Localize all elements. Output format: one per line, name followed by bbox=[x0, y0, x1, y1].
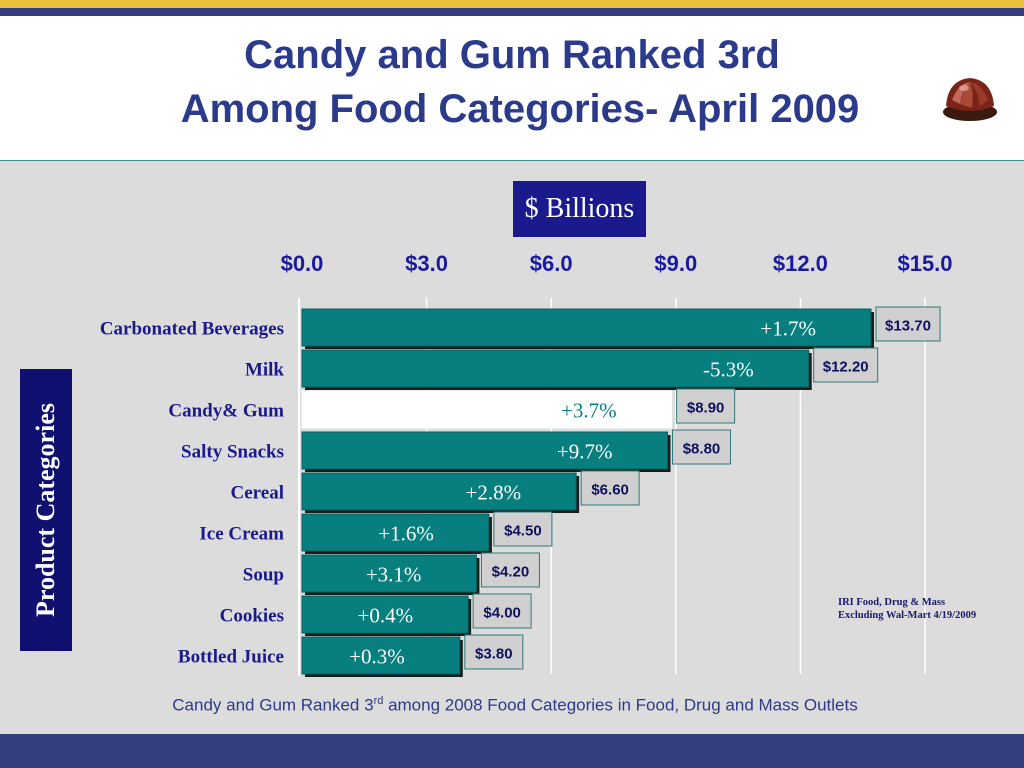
value-label: $4.00 bbox=[483, 605, 521, 622]
y-axis-label-box bbox=[20, 369, 72, 651]
source-line2: Excluding Wal-Mart 4/19/2009 bbox=[838, 610, 977, 621]
change-label: -5.3% bbox=[703, 358, 754, 382]
value-label: $6.60 bbox=[591, 482, 629, 499]
value-label-box bbox=[671, 429, 731, 465]
value-label-box bbox=[472, 593, 532, 629]
bar bbox=[301, 390, 673, 429]
chocolate-truffle-icon bbox=[943, 78, 997, 121]
category-label: Cookies bbox=[220, 606, 284, 627]
category-label: Ice Cream bbox=[199, 524, 284, 545]
category-label: Soup bbox=[243, 565, 284, 586]
unit-label-box: $ Billions bbox=[513, 181, 646, 237]
value-label-box bbox=[480, 552, 540, 588]
category-label: Bottled Juice bbox=[178, 647, 284, 668]
bottom-navy-bar bbox=[0, 734, 1024, 768]
change-label: +3.7% bbox=[561, 399, 617, 423]
x-tick-label: $0.0 bbox=[281, 251, 324, 276]
x-tick-label: $12.0 bbox=[773, 251, 828, 276]
value-label: $4.50 bbox=[504, 523, 542, 540]
value-label-box bbox=[580, 470, 640, 506]
value-label: $8.80 bbox=[683, 441, 721, 458]
footer-superscript: rd bbox=[373, 695, 384, 707]
value-label-box bbox=[493, 511, 553, 547]
value-label: $8.90 bbox=[687, 400, 725, 417]
category-label: Cereal bbox=[231, 483, 284, 504]
value-label: $12.20 bbox=[823, 359, 869, 376]
value-label-box bbox=[813, 347, 879, 383]
bar bbox=[301, 308, 872, 347]
slide-title-line1: Candy and Gum Ranked 3rd bbox=[244, 33, 780, 77]
value-label: $4.20 bbox=[492, 564, 530, 581]
change-label: +1.6% bbox=[378, 522, 434, 546]
category-label: Carbonated Beverages bbox=[100, 319, 284, 340]
x-tick-label: $6.0 bbox=[530, 251, 573, 276]
x-tick-label: $3.0 bbox=[405, 251, 448, 276]
change-label: +9.7% bbox=[557, 440, 613, 464]
footer-text-after: among 2008 Food Categories in Food, Drug… bbox=[383, 695, 858, 715]
source-note: IRI Food, Drug & Mass Excluding Wal-Mart… bbox=[838, 596, 976, 622]
value-label: $3.80 bbox=[475, 646, 513, 663]
value-label-box bbox=[676, 388, 736, 424]
value-label: $13.70 bbox=[885, 318, 931, 335]
bar bbox=[301, 595, 469, 634]
bar bbox=[301, 636, 461, 675]
bar bbox=[301, 349, 810, 388]
source-line1: IRI Food, Drug & Mass bbox=[838, 597, 946, 608]
category-label: Salty Snacks bbox=[181, 442, 284, 463]
bar bbox=[301, 431, 668, 470]
change-label: +2.8% bbox=[466, 481, 522, 505]
value-label-box bbox=[464, 634, 524, 670]
slide-title-line2: Among Food Categories- April 2009 bbox=[180, 87, 860, 131]
category-label: Candy& Gum bbox=[168, 401, 284, 422]
value-label-box bbox=[875, 306, 941, 342]
change-label: +1.7% bbox=[760, 317, 816, 341]
top-navy-stripe bbox=[0, 8, 1024, 16]
category-label: Milk bbox=[245, 360, 284, 381]
footer-caption: Candy and Gum Ranked 3rd among 2008 Food… bbox=[0, 695, 1024, 716]
x-tick-label: $15.0 bbox=[897, 251, 952, 276]
footer-text-before: Candy and Gum Ranked 3 bbox=[172, 695, 374, 715]
change-label: +0.3% bbox=[349, 645, 405, 669]
bar bbox=[301, 472, 577, 511]
top-gold-stripe bbox=[0, 0, 1024, 8]
bar bbox=[301, 513, 490, 552]
change-label: +0.4% bbox=[358, 604, 414, 628]
bar bbox=[301, 554, 477, 593]
change-label: +3.1% bbox=[366, 563, 422, 587]
x-tick-label: $9.0 bbox=[654, 251, 697, 276]
